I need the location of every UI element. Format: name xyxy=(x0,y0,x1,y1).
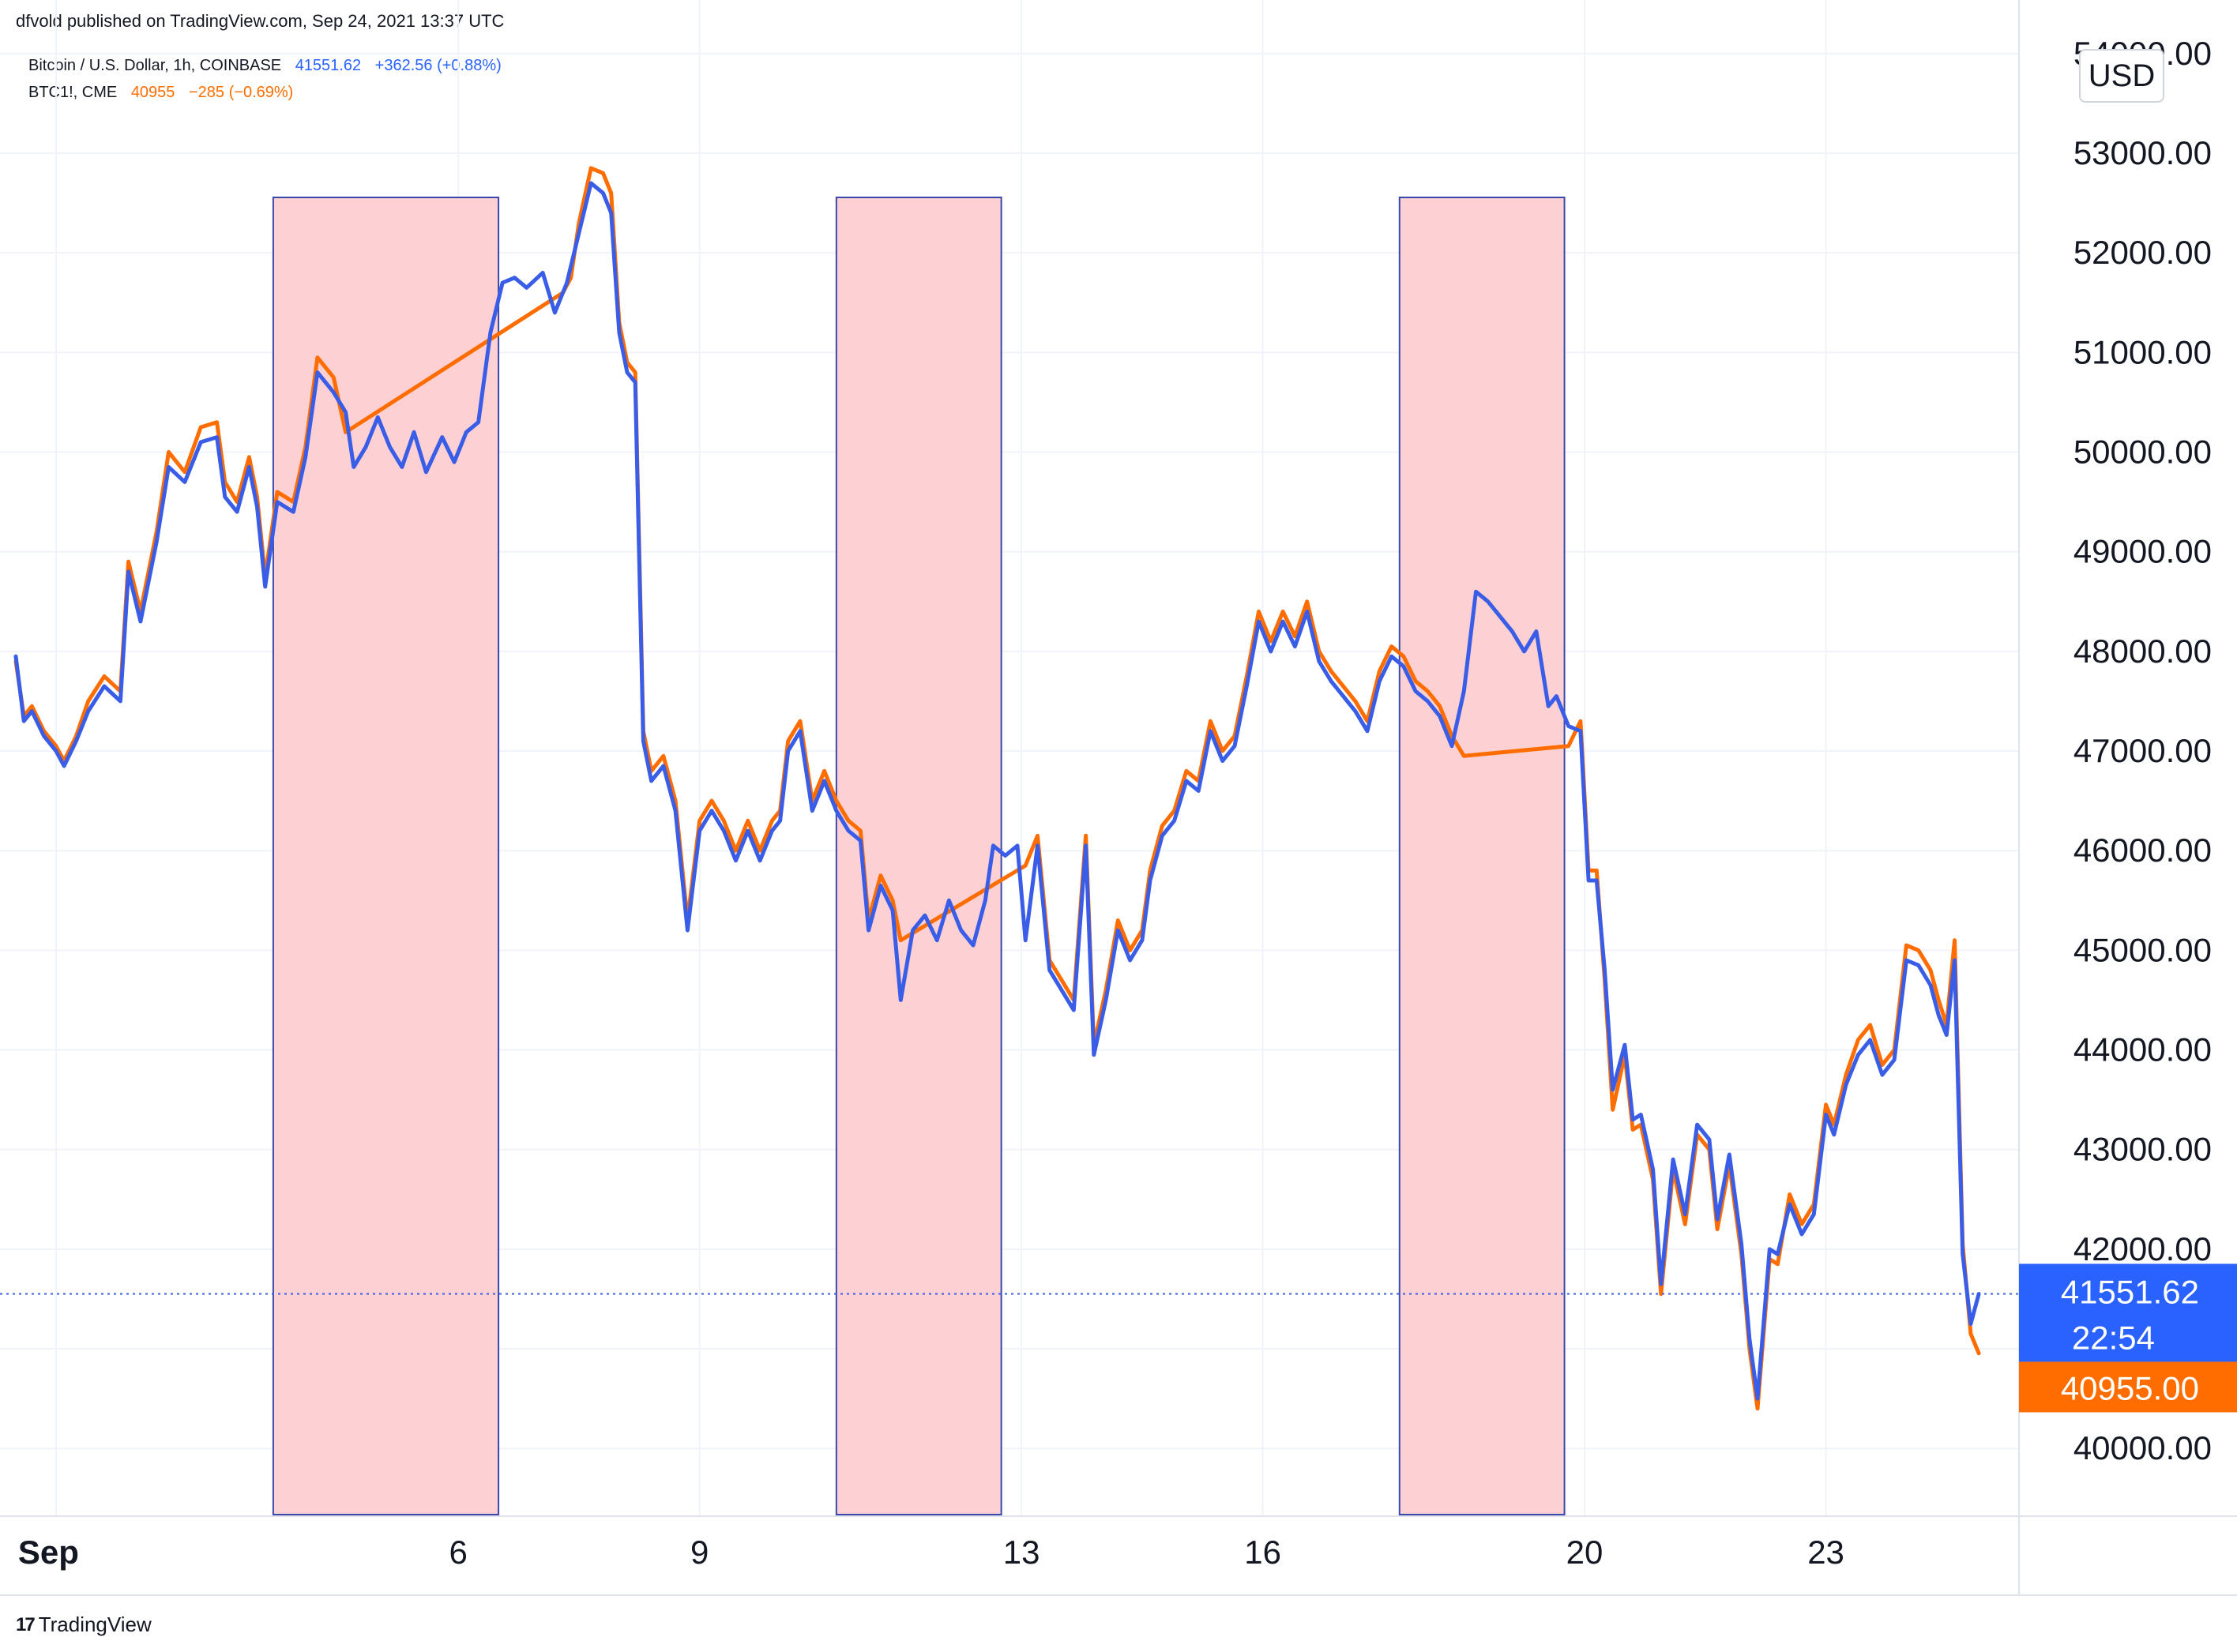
legend-btc-change: +362.56 (+0.88%) xyxy=(374,57,502,74)
x-tick-label-2: 9 xyxy=(690,1534,709,1571)
y-tick-label-8: 48000.00 xyxy=(2073,633,2212,670)
tradingview-logo-icon: 17 xyxy=(16,1613,36,1635)
currency-badge[interactable]: USD xyxy=(2079,49,2164,103)
y-tick-label-9: 49000.00 xyxy=(2073,533,2212,570)
x-tick-label-5: 20 xyxy=(1566,1534,1603,1571)
y-tick-label-10: 50000.00 xyxy=(2073,434,2212,471)
x-tick-label-1: 6 xyxy=(449,1534,467,1571)
shaded-range-0 xyxy=(272,197,500,1515)
y-tick-label-0: 40000.00 xyxy=(2073,1429,2212,1466)
y-tick-label-5: 45000.00 xyxy=(2073,931,2212,968)
y-tick-label-12: 52000.00 xyxy=(2073,234,2212,271)
y-tick-label-13: 53000.00 xyxy=(2073,134,2212,171)
last-price-labels: 41551.62 22:54 40955.00 xyxy=(2019,1263,2237,1413)
x-tick-label-3: 13 xyxy=(1003,1534,1040,1571)
x-tick-label-0: Sep xyxy=(18,1534,79,1571)
tradingview-brand: TradingView xyxy=(38,1613,152,1636)
y-tick-label-2: 42000.00 xyxy=(2073,1230,2212,1267)
tradingview-logo[interactable]: 17 TradingView xyxy=(16,1613,152,1637)
cme-last-price-label: 40955.00 xyxy=(2061,1369,2199,1406)
publisher-line: dfvold published on TradingView.com, Sep… xyxy=(16,11,505,31)
shaded-ranges xyxy=(272,197,1566,1515)
btc-last-price-label: 41551.62 xyxy=(2061,1273,2199,1310)
y-tick-label-3: 43000.00 xyxy=(2073,1131,2212,1168)
legend-btc-symbol: Bitcoin / U.S. Dollar, 1h, COINBASE xyxy=(28,57,282,74)
legend-cme-price: 40955 xyxy=(130,84,175,101)
grid xyxy=(0,0,2019,1516)
y-tick-label-6: 46000.00 xyxy=(2073,832,2212,869)
btc-countdown-label: 22:54 xyxy=(2072,1319,2155,1356)
y-tick-label-4: 44000.00 xyxy=(2073,1031,2212,1068)
series xyxy=(0,166,2019,1411)
y-tick-label-11: 51000.00 xyxy=(2073,333,2212,370)
legend-cme[interactable]: BTC1!, CME 40955 −285 (−0.69%) xyxy=(28,84,303,102)
btc-series-line xyxy=(13,181,1981,1401)
legend-cme-change: −285 (−0.69%) xyxy=(189,84,294,101)
x-tick-label-4: 16 xyxy=(1244,1534,1281,1571)
x-tick-label-6: 23 xyxy=(1807,1534,1844,1571)
cme-last-price-box xyxy=(2019,1361,2237,1413)
y-tick-label-7: 47000.00 xyxy=(2073,732,2212,769)
legend-cme-symbol: BTC1!, CME xyxy=(28,84,118,101)
legend-btc[interactable]: Bitcoin / U.S. Dollar, 1h, COINBASE 4155… xyxy=(28,57,511,75)
btc-last-price-box xyxy=(2019,1263,2237,1362)
legend-btc-price: 41551.62 xyxy=(295,57,362,74)
shaded-range-2 xyxy=(1398,197,1566,1515)
